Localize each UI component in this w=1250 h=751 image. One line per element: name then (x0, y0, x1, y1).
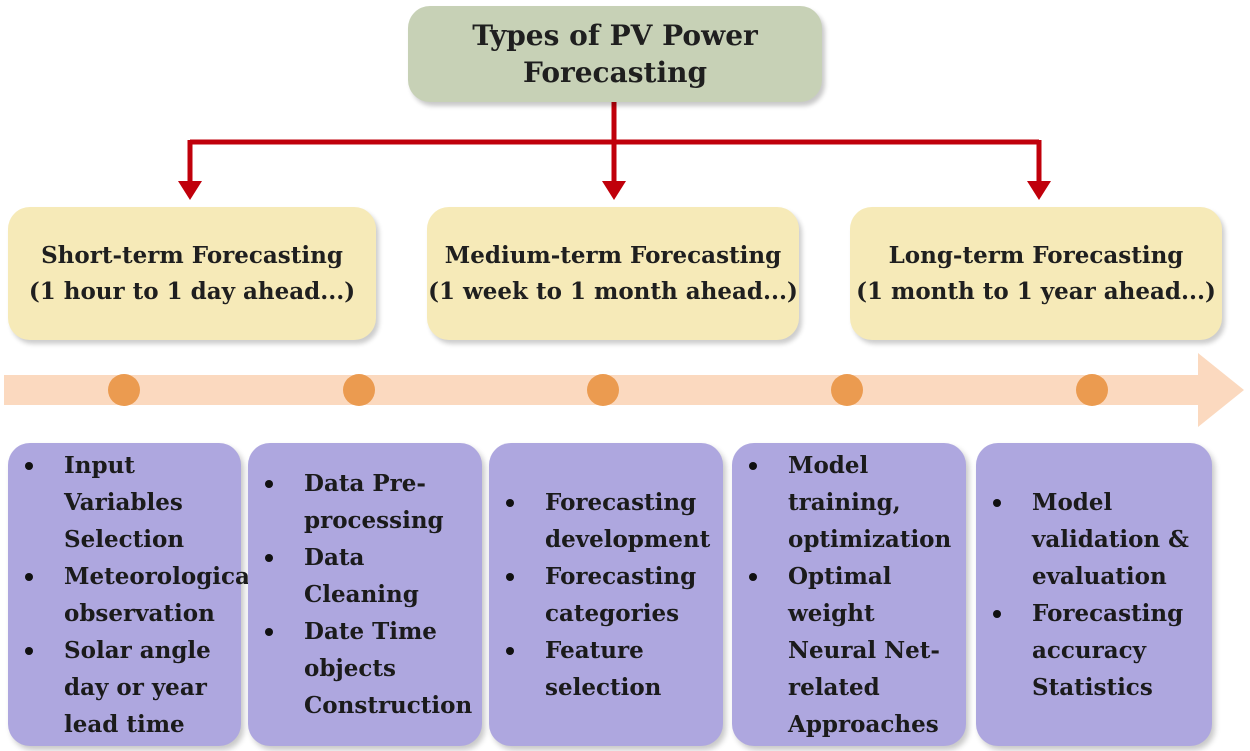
root-node: Types of PV Power Forecasting (408, 6, 822, 102)
root-title-line1: Types of PV Power (472, 19, 758, 52)
step-forecasting-development: Forecasting development Forecasting cate… (489, 443, 723, 746)
term-name: Medium-term Forecasting (444, 241, 782, 269)
term-range: (1 week to 1 month ahead...) (428, 277, 798, 305)
bullet-list: Forecasting development Forecasting cate… (503, 484, 717, 706)
bullet-item: Meteorological observation (22, 558, 259, 632)
bullet-list: Model training, optimization Optimal wei… (746, 447, 960, 743)
step-model-validation: Model validation & evaluation Forecastin… (976, 443, 1212, 746)
bullet-item: Data Cleaning (262, 539, 476, 613)
medium-term-node: Medium-term Forecasting (1 week to 1 mon… (427, 207, 799, 340)
step-input-selection: Input Variables Selection Meteorological… (8, 443, 259, 746)
bullet-list: Model validation & evaluation Forecastin… (990, 484, 1206, 706)
bullet-item: Forecasting accuracy Statistics (990, 595, 1206, 706)
arrowhead-long (1027, 181, 1051, 200)
timeline-dot (831, 374, 863, 406)
term-range: (1 hour to 1 day ahead...) (28, 277, 356, 305)
short-term-node: Short-term Forecasting (1 hour to 1 day … (8, 207, 376, 340)
bullet-item: Optimal weight Neural Net-related Approa… (746, 558, 960, 743)
bullet-list: Input Variables Selection Meteorological… (22, 447, 259, 743)
bullet-item: Input Variables Selection (22, 447, 259, 558)
bullet-item: Feature selection (503, 632, 717, 706)
step-model-training: Model training, optimization Optimal wei… (732, 443, 966, 746)
term-name: Short-term Forecasting (41, 241, 343, 269)
bullet-item: Data Pre-processing (262, 465, 476, 539)
timeline-arrow (4, 353, 1244, 427)
arrowhead-short (178, 181, 202, 200)
bullet-item: Solar angle day or year lead time (22, 632, 259, 743)
arrowhead-medium (602, 181, 626, 200)
bullet-list: Data Pre-processing Data Cleaning Date T… (262, 465, 476, 724)
timeline-dot (587, 374, 619, 406)
timeline-arrow-shape (4, 353, 1244, 427)
long-term-node: Long-term Forecasting (1 month to 1 year… (850, 207, 1222, 340)
timeline-dot (343, 374, 375, 406)
term-name: Long-term Forecasting (888, 241, 1184, 269)
timeline-dot (108, 374, 140, 406)
bullet-item: Forecasting categories (503, 558, 717, 632)
bullet-item: Date Time objects Construction (262, 613, 476, 724)
connector-arrows (178, 102, 1051, 200)
bullet-item: Model validation & evaluation (990, 484, 1206, 595)
bullet-item: Forecasting development (503, 484, 717, 558)
root-title-line2: Forecasting (522, 56, 708, 89)
bullet-item: Model training, optimization (746, 447, 960, 558)
step-data-preprocessing: Data Pre-processing Data Cleaning Date T… (248, 443, 482, 746)
term-range: (1 month to 1 year ahead...) (856, 277, 1216, 305)
timeline-dot (1076, 374, 1108, 406)
